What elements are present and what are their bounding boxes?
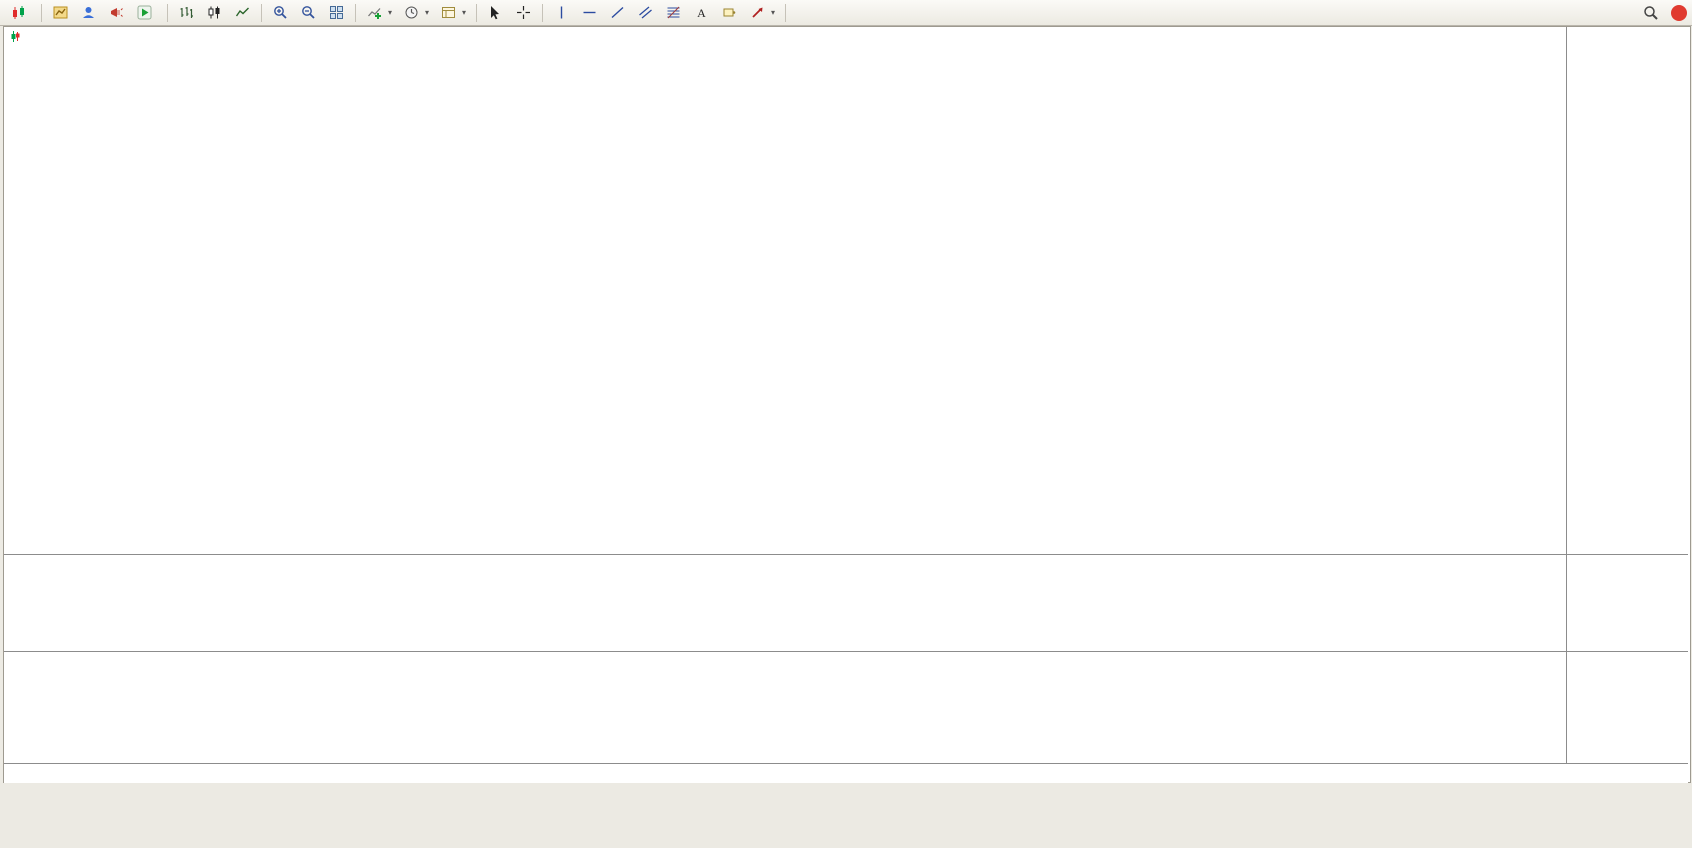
zoom-out-icon bbox=[300, 4, 317, 21]
autotrading-button[interactable] bbox=[131, 1, 162, 25]
tile-windows-icon bbox=[328, 4, 345, 21]
vertical-line-button[interactable] bbox=[548, 1, 575, 25]
shapes-button[interactable]: ▾ bbox=[744, 1, 780, 25]
line-chart-button[interactable] bbox=[229, 1, 256, 25]
toolbar-separator bbox=[785, 3, 787, 22]
cursor-button[interactable] bbox=[482, 1, 509, 25]
cursor-arrow-icon bbox=[487, 4, 504, 21]
candlestick-chart-icon bbox=[206, 4, 223, 21]
new-chart-button[interactable] bbox=[47, 1, 74, 25]
crosshair-button[interactable] bbox=[510, 1, 537, 25]
channel-icon bbox=[637, 4, 654, 21]
indicators-plus-icon bbox=[366, 4, 383, 21]
dropdown-caret-icon: ▾ bbox=[425, 8, 430, 17]
horizontal-line-button[interactable] bbox=[576, 1, 603, 25]
new-order-button[interactable] bbox=[5, 1, 36, 25]
periods-button[interactable]: ▾ bbox=[398, 1, 434, 25]
tile-windows-button[interactable] bbox=[323, 1, 350, 25]
horizontal-line-icon bbox=[581, 4, 598, 21]
alerts-button[interactable] bbox=[103, 1, 130, 25]
channel-button[interactable] bbox=[632, 1, 659, 25]
toolbar-separator bbox=[167, 3, 168, 22]
vertical-line-icon bbox=[553, 4, 570, 21]
autotrading-play-icon bbox=[136, 4, 153, 21]
clock-icon bbox=[403, 4, 420, 21]
toolbar-separator bbox=[355, 3, 356, 22]
templates-button[interactable]: ▾ bbox=[435, 1, 471, 25]
rsi-indicator-pane[interactable] bbox=[4, 651, 1688, 763]
candlestick-chart-button[interactable] bbox=[201, 1, 228, 25]
chart-title bbox=[11, 31, 21, 42]
megaphone-icon bbox=[108, 4, 125, 21]
time-axis[interactable] bbox=[4, 763, 1688, 783]
bar-chart-button[interactable] bbox=[173, 1, 200, 25]
dropdown-caret-icon: ▾ bbox=[462, 8, 467, 17]
search-icon bbox=[1642, 4, 1659, 21]
price-axis-separator bbox=[1566, 27, 1567, 763]
rsi-title bbox=[11, 656, 14, 667]
fibonacci-button[interactable] bbox=[660, 1, 687, 25]
svg-text:A: A bbox=[697, 6, 706, 20]
zoom-in-icon bbox=[272, 4, 289, 21]
line-chart-icon bbox=[234, 4, 251, 21]
bar-chart-icon bbox=[178, 4, 195, 21]
notification-badge[interactable] bbox=[1671, 4, 1687, 21]
price-chart-pane[interactable] bbox=[4, 27, 1688, 554]
text-icon: A bbox=[693, 4, 710, 21]
profiles-button[interactable] bbox=[75, 1, 102, 25]
label-tag-icon bbox=[721, 4, 738, 21]
search-button[interactable] bbox=[1637, 1, 1664, 25]
main-toolbar: ▾ ▾ ▾ bbox=[0, 0, 1692, 26]
templates-icon bbox=[440, 4, 457, 21]
macd-indicator-pane[interactable] bbox=[4, 554, 1688, 651]
arrow-shape-icon bbox=[749, 4, 766, 21]
dropdown-caret-icon: ▾ bbox=[771, 8, 776, 17]
crosshair-icon bbox=[515, 4, 532, 21]
chart-window bbox=[3, 26, 1691, 783]
trendline-button[interactable] bbox=[604, 1, 631, 25]
toolbar-separator bbox=[41, 3, 42, 22]
workspace-background bbox=[0, 783, 1692, 848]
zoom-out-button[interactable] bbox=[295, 1, 322, 25]
indicators-button[interactable]: ▾ bbox=[361, 1, 397, 25]
label-button[interactable] bbox=[716, 1, 743, 25]
macd-title bbox=[11, 559, 23, 570]
new-chart-icon bbox=[52, 4, 69, 21]
profiles-icon bbox=[80, 4, 97, 21]
zoom-in-button[interactable] bbox=[267, 1, 294, 25]
new-order-icon bbox=[10, 4, 27, 21]
toolbar-separator bbox=[261, 3, 262, 22]
trendline-icon bbox=[609, 4, 626, 21]
toolbar-separator bbox=[476, 3, 478, 22]
text-button[interactable]: A bbox=[688, 1, 715, 25]
toolbar-separator bbox=[542, 3, 544, 22]
dropdown-caret-icon: ▾ bbox=[388, 8, 393, 17]
fibonacci-icon bbox=[665, 4, 682, 21]
